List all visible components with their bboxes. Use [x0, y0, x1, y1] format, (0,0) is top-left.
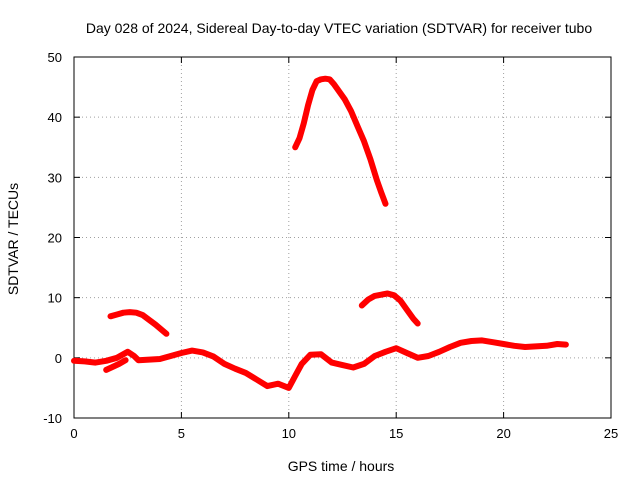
x-tick-label: 15 [389, 426, 403, 441]
y-tick-label: 40 [48, 110, 62, 125]
y-tick-label: 50 [48, 50, 62, 65]
x-tick-label: 0 [70, 426, 77, 441]
chart-title: Day 028 of 2024, Sidereal Day-to-day VTE… [86, 20, 593, 36]
y-tick-label: 20 [48, 231, 62, 246]
series-line-arc-baseline [71, 337, 569, 391]
series-line-arc-afternoon [358, 290, 421, 327]
series-group [71, 75, 569, 391]
y-tick-label: 0 [55, 351, 62, 366]
axis-ticks: 0 5 10 15 20 25 -10 0 10 20 30 40 50 [43, 50, 618, 441]
x-tick-label: 25 [604, 426, 618, 441]
series-line-arc-morning [107, 309, 170, 337]
series-line-arc-small-dip [103, 357, 129, 373]
series-line-arc-peak [292, 75, 389, 207]
x-tick-label: 20 [496, 426, 510, 441]
grid [74, 57, 611, 418]
x-axis-label: GPS time / hours [288, 458, 395, 474]
x-tick-label: 10 [282, 426, 296, 441]
x-tick-label: 5 [178, 426, 185, 441]
y-axis-label: SDTVAR / TECUs [5, 183, 21, 295]
y-tick-label: 10 [48, 291, 62, 306]
y-tick-label: 30 [48, 170, 62, 185]
y-tick-label: -10 [43, 411, 62, 426]
